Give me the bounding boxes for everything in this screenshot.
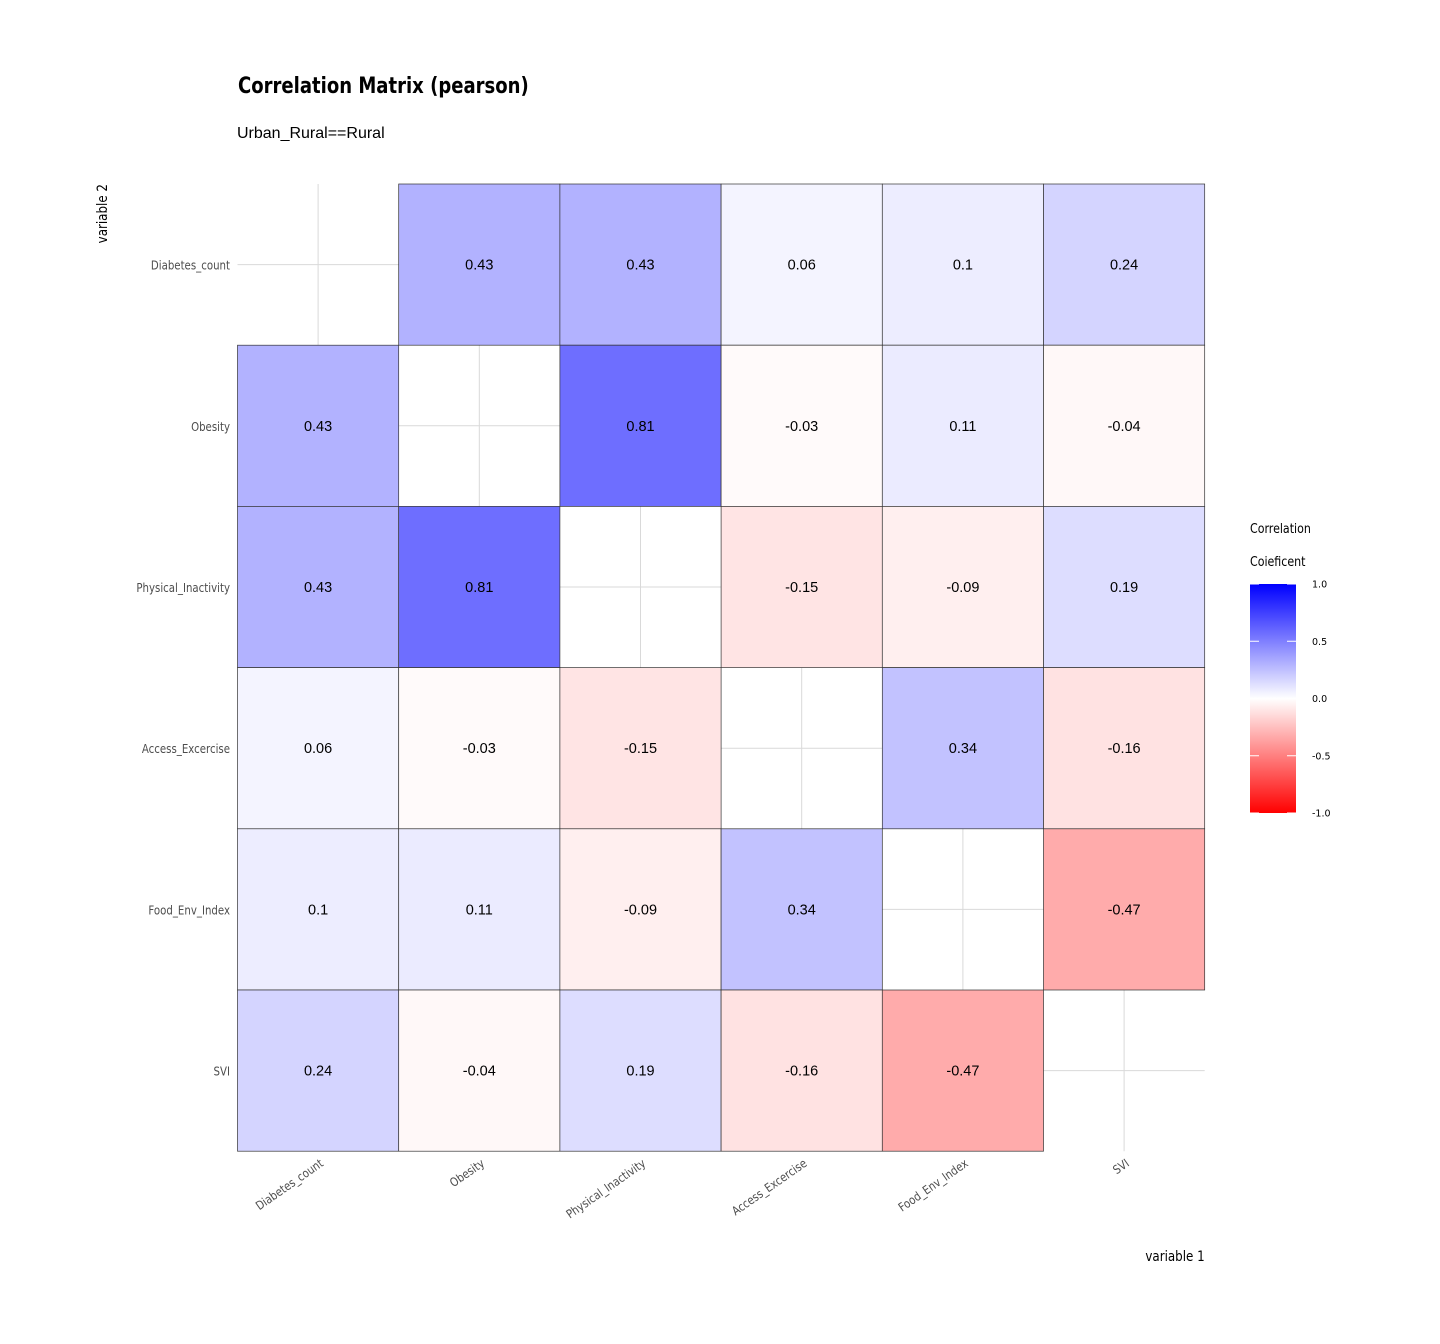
heatmap-tile xyxy=(720,828,883,991)
x-tick-label: Physical_Inactivity xyxy=(564,1156,649,1221)
x-tick-label: Food_Env_Index xyxy=(896,1156,971,1214)
value-label: -0.09 xyxy=(946,580,979,596)
heatmap-tile xyxy=(398,667,561,830)
legend-tick-label: 0.0 xyxy=(1312,694,1327,705)
y-tick-label: Access_Excercise xyxy=(142,742,230,756)
heatmap-tile xyxy=(881,183,1044,346)
heatmap-tile xyxy=(720,506,883,668)
heatmap-tile xyxy=(398,989,561,1152)
value-label: 0.19 xyxy=(1110,580,1138,596)
x-tick-label: SVI xyxy=(1110,1156,1132,1177)
heatmap-tile xyxy=(398,828,561,991)
value-label: 0.81 xyxy=(465,580,493,596)
value-label: -0.03 xyxy=(463,741,496,757)
y-tick-label: Diabetes_count xyxy=(151,259,231,273)
heatmap-tile xyxy=(881,506,1044,668)
value-label: 0.1 xyxy=(953,258,973,274)
heatmap-tile xyxy=(559,989,722,1152)
heatmap-tile xyxy=(237,667,400,830)
chart-title: Correlation Matrix (pearson) xyxy=(238,74,529,99)
value-label: 0.11 xyxy=(949,419,976,435)
value-label: -0.15 xyxy=(624,741,657,757)
value-label: 0.06 xyxy=(788,258,816,274)
heatmap-tile xyxy=(1043,344,1206,507)
value-label: -0.16 xyxy=(1108,741,1141,757)
value-label: -0.47 xyxy=(1108,902,1141,918)
legend-tick-label: -0.5 xyxy=(1312,751,1331,762)
y-tick-label: SVI xyxy=(214,1065,230,1079)
heatmap-tile xyxy=(559,344,722,507)
value-label: 0.81 xyxy=(626,419,654,435)
heatmap-tile xyxy=(559,828,722,991)
chart-subtitle: Urban_Rural==Rural xyxy=(237,125,385,142)
value-label: 0.34 xyxy=(949,741,977,757)
heatmap-tile xyxy=(237,828,400,991)
value-label: 0.19 xyxy=(626,1064,654,1080)
x-axis-title: variable 1 xyxy=(1145,1249,1204,1265)
value-label: 0.24 xyxy=(304,1064,332,1080)
legend-title: Correlation xyxy=(1250,521,1311,536)
value-label: 0.43 xyxy=(304,419,332,435)
value-label: 0.43 xyxy=(626,258,654,274)
heatmap-tile xyxy=(237,344,400,507)
legend-tick-label: 0.5 xyxy=(1312,637,1327,648)
y-tick-label: Food_Env_Index xyxy=(148,904,230,918)
heatmap-tile xyxy=(1043,506,1206,668)
heatmap-tile xyxy=(720,989,883,1152)
value-labels: 0.43 0.43 0.06 0.1 0.24 0.43 0.81 -0.03 0.11 -0.0… xyxy=(304,258,1141,1080)
value-label: -0.03 xyxy=(785,419,818,435)
heatmap-tile xyxy=(1043,183,1206,346)
heatmap-tile xyxy=(237,506,400,668)
value-label: -0.15 xyxy=(785,580,818,596)
value-label: 0.43 xyxy=(465,258,493,274)
y-tick-label: Obesity xyxy=(191,420,230,434)
heatmap-tiles xyxy=(237,183,1206,1152)
x-tick-label: Access_Excercise xyxy=(729,1156,809,1218)
y-axis-title: variable 2 xyxy=(95,184,111,243)
x-tick-label: Diabetes_count xyxy=(253,1156,326,1213)
value-label: -0.09 xyxy=(624,902,657,918)
heatmap-tile xyxy=(398,506,561,668)
heatmap-tile xyxy=(237,989,400,1152)
value-label: -0.47 xyxy=(946,1064,979,1080)
legend-title: Coieficent xyxy=(1250,554,1306,569)
heatmap-tile xyxy=(398,183,561,346)
value-label: 0.43 xyxy=(304,580,332,596)
heatmap-tile xyxy=(881,344,1044,507)
y-tick-label: Physical_Inactivity xyxy=(136,581,230,595)
legend-tick-label: 1.0 xyxy=(1312,580,1327,591)
value-label: 0.24 xyxy=(1110,258,1138,274)
legend-tick-label: -1.0 xyxy=(1312,809,1331,820)
legend: Correlation Coieficent 1.0 0.5 0.0 -0.5 -1.0 xyxy=(1250,521,1331,820)
heatmap-tile xyxy=(1043,828,1206,991)
x-tick-label: Obesity xyxy=(447,1156,487,1190)
value-label: 0.1 xyxy=(308,902,328,918)
value-label: -0.16 xyxy=(785,1064,818,1080)
value-label: 0.11 xyxy=(466,902,493,918)
heatmap-tile xyxy=(881,989,1044,1152)
value-label: -0.04 xyxy=(463,1064,496,1080)
heatmap-tile xyxy=(559,667,722,830)
value-label: -0.04 xyxy=(1108,419,1141,435)
heatmap-tile xyxy=(881,667,1044,830)
value-label: 0.06 xyxy=(304,741,332,757)
value-label: 0.34 xyxy=(788,902,816,918)
